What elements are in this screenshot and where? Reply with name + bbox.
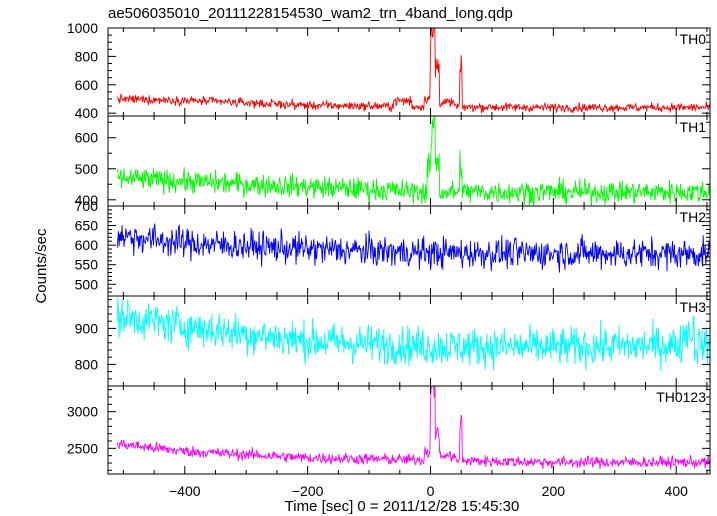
x-tick-label: 400 bbox=[665, 483, 689, 499]
y-tick-label: 800 bbox=[75, 356, 99, 372]
x-tick-label: 0 bbox=[427, 483, 435, 499]
panel-label: TH1 bbox=[680, 119, 707, 135]
y-tick-label: 650 bbox=[75, 218, 99, 234]
series-th1-line bbox=[116, 116, 710, 206]
y-tick-label: 600 bbox=[75, 77, 99, 93]
y-tick-label: 550 bbox=[75, 257, 99, 273]
y-axis-label: Counts/sec bbox=[33, 228, 50, 304]
panel-th3: 800 900 TH3 bbox=[75, 295, 711, 387]
series-th0123-line bbox=[116, 386, 710, 470]
panel-label: TH0 bbox=[680, 31, 707, 47]
panel-label: TH2 bbox=[680, 209, 707, 225]
chart-title: ae506035010_20111228154530_wam2_trn_4ban… bbox=[108, 5, 513, 22]
y-tick-label: 400 bbox=[75, 192, 99, 208]
x-axis-label: Time [sec] 0 = 2011/12/28 15:45:30 bbox=[285, 498, 520, 515]
panel-th1: 400 500 600 TH1 bbox=[75, 115, 711, 208]
y-tick-label: 1000 bbox=[67, 20, 98, 36]
panel-label: TH0123 bbox=[656, 389, 706, 405]
y-tick-label: 400 bbox=[75, 105, 99, 121]
y-tick-label: 3000 bbox=[67, 404, 98, 420]
panel-frame bbox=[107, 385, 711, 475]
x-tick-label: −400 bbox=[169, 483, 201, 499]
y-tick-label: 700 bbox=[75, 198, 99, 214]
panel-th0123: 2500 3000 TH0123 bbox=[67, 385, 711, 475]
x-tick-label: 200 bbox=[542, 483, 566, 499]
panel-th2: 500 550 600 650 700 TH2 bbox=[75, 198, 711, 297]
chart-panels: 400 600 800 1000 TH0 400 500 600 TH1 500 550 600 650… bbox=[67, 20, 711, 499]
y-tick-label: 2500 bbox=[67, 440, 98, 456]
y-tick-label: 500 bbox=[75, 161, 99, 177]
y-tick-label: 900 bbox=[75, 320, 99, 336]
y-tick-label: 800 bbox=[75, 48, 99, 64]
y-tick-label: 600 bbox=[75, 237, 99, 253]
y-tick-label: 600 bbox=[75, 130, 99, 146]
x-tick-label: −200 bbox=[292, 483, 324, 499]
y-tick-label: 500 bbox=[75, 276, 99, 292]
panel-th0: 400 600 800 1000 TH0 bbox=[67, 20, 711, 121]
series-th2-line bbox=[116, 223, 710, 273]
series-th0-line bbox=[116, 28, 710, 114]
series-th3-line bbox=[116, 297, 710, 372]
panel-label: TH3 bbox=[680, 299, 707, 315]
